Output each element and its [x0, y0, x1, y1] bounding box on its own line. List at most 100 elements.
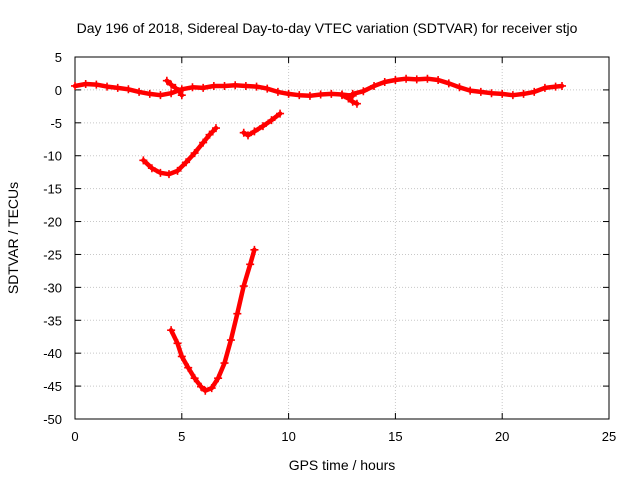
- plot-frame: [74, 56, 610, 420]
- data-point: [190, 149, 199, 158]
- y-tick-label: -15: [43, 182, 62, 197]
- data-point: [199, 138, 208, 147]
- y-tick-label: -40: [43, 346, 62, 361]
- data-point: [201, 386, 210, 395]
- data-point: [250, 127, 259, 136]
- data-point: [352, 99, 361, 108]
- axis-ticks: 0 5 10 15 20 25 5 0 -5 -10 -15 -20 -25 -30 -35 -40 -45 -5…: [43, 50, 616, 444]
- data-point: [184, 363, 193, 372]
- data-point: [71, 81, 79, 90]
- data-point: [250, 245, 259, 254]
- data-series-3: [338, 91, 361, 108]
- data-point: [156, 91, 165, 100]
- data-point: [233, 309, 242, 318]
- data-point: [167, 89, 176, 98]
- data-point: [252, 82, 261, 91]
- y-tick-label: -45: [43, 379, 62, 394]
- data-point: [205, 130, 214, 139]
- data-point: [380, 78, 389, 87]
- data-point: [145, 89, 154, 98]
- data-point: [530, 87, 539, 96]
- data-point: [244, 131, 253, 140]
- data-point: [199, 83, 208, 92]
- data-series-6: [239, 109, 285, 140]
- data-point: [211, 124, 220, 133]
- series-trace: [339, 92, 360, 106]
- series-trace: [141, 125, 219, 177]
- series-trace: [241, 111, 283, 138]
- data-point: [209, 81, 218, 90]
- data-point: [207, 384, 216, 393]
- x-tick-label: 10: [281, 429, 295, 444]
- data-point: [348, 89, 357, 98]
- data-point: [258, 122, 267, 131]
- data-point: [558, 81, 567, 90]
- y-tick-label: 0: [55, 83, 62, 98]
- data-point: [171, 83, 180, 92]
- data-point: [188, 83, 197, 92]
- y-tick-label: -5: [50, 116, 62, 131]
- data-point: [540, 83, 549, 92]
- data-points: [71, 74, 567, 395]
- data-point: [498, 89, 507, 98]
- data-point: [177, 352, 186, 361]
- data-point: [263, 84, 272, 93]
- chart-title: Day 196 of 2018, Sidereal Day-to-day VTE…: [77, 20, 578, 36]
- data-point: [92, 80, 101, 89]
- data-point: [214, 374, 223, 383]
- x-tick-label: 0: [71, 429, 78, 444]
- data-point: [267, 116, 276, 125]
- data-point: [344, 94, 353, 103]
- data-point: [476, 87, 485, 96]
- data-series-1: [71, 79, 357, 100]
- data-point: [139, 156, 148, 165]
- data-point: [412, 75, 421, 84]
- y-axis-title: SDTVAR / TECUs: [5, 182, 21, 294]
- data-point: [197, 382, 206, 391]
- data-point: [239, 282, 248, 291]
- data-point: [348, 97, 357, 106]
- y-tick-label: -35: [43, 313, 62, 328]
- data-series-2: [162, 76, 186, 100]
- y-tick-label: -30: [43, 280, 62, 295]
- data-point: [423, 74, 432, 83]
- data-point: [231, 81, 240, 90]
- data-point: [370, 81, 379, 90]
- data-point: [434, 76, 443, 85]
- data-point: [147, 164, 156, 173]
- y-tick-label: -50: [43, 412, 62, 427]
- x-tick-label: 20: [495, 429, 509, 444]
- data-point: [156, 168, 165, 177]
- data-point: [338, 91, 346, 100]
- data-point: [164, 170, 173, 179]
- data-point: [276, 109, 285, 118]
- x-tick-label: 25: [602, 429, 616, 444]
- data-point: [190, 374, 199, 383]
- data-point: [241, 81, 250, 90]
- data-point: [103, 82, 112, 91]
- data-point: [220, 359, 229, 368]
- data-point: [359, 87, 368, 96]
- data-point: [444, 79, 453, 88]
- data-point: [466, 86, 475, 95]
- data-point: [487, 89, 496, 98]
- data-series-5: [139, 124, 220, 179]
- data-point: [113, 83, 122, 92]
- data-point: [519, 89, 528, 98]
- data-point: [273, 87, 282, 96]
- data-point: [135, 87, 144, 96]
- x-tick-label: 15: [388, 429, 402, 444]
- data-point: [239, 128, 248, 137]
- data-point: [402, 74, 411, 83]
- data-point: [173, 339, 182, 348]
- data-point: [124, 85, 133, 94]
- data-point: [220, 81, 229, 90]
- grid-lines: [75, 57, 609, 419]
- y-tick-label: -10: [43, 149, 62, 164]
- x-tick-label: 5: [178, 429, 185, 444]
- data-point: [327, 89, 336, 98]
- y-tick-label: -25: [43, 247, 62, 262]
- data-point: [173, 166, 182, 175]
- data-point: [81, 79, 90, 88]
